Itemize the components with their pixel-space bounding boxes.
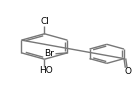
Text: Cl: Cl: [40, 17, 49, 26]
Text: O: O: [124, 67, 131, 76]
Text: Br: Br: [45, 49, 54, 58]
Text: HO: HO: [39, 66, 53, 75]
